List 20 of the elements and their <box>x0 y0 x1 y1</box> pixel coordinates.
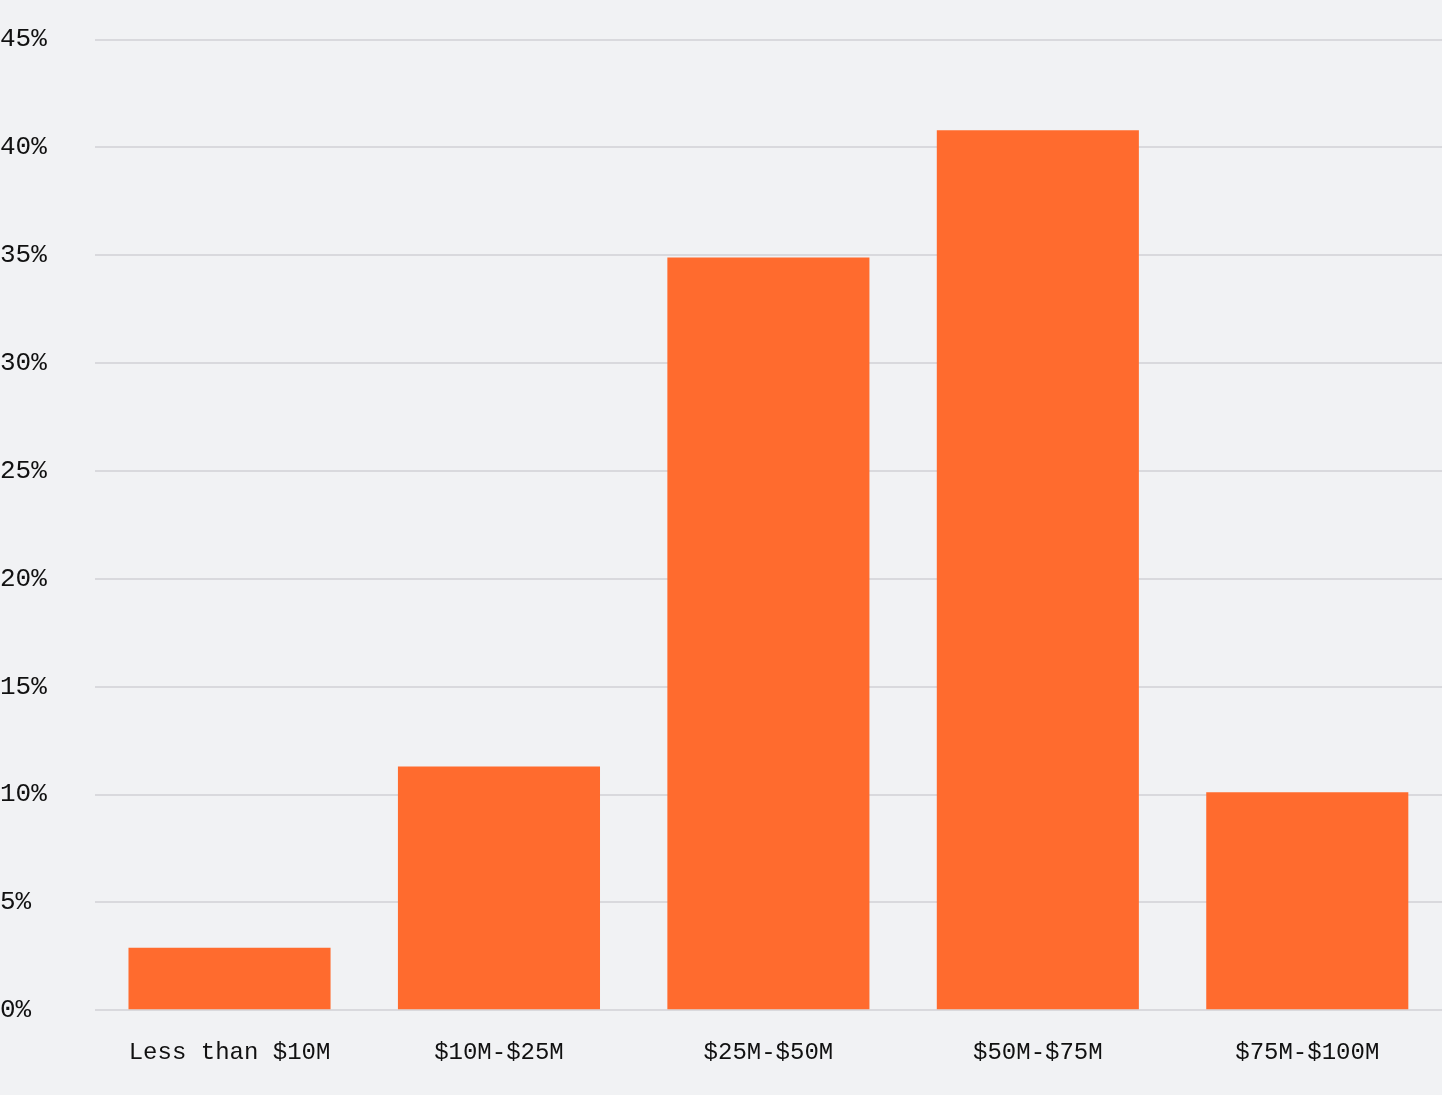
x-tick-label: $25M-$50M <box>703 1038 834 1066</box>
bar <box>667 257 870 1010</box>
y-tick-label: 15% <box>0 671 48 702</box>
bar <box>1206 792 1409 1010</box>
y-tick-label: 25% <box>0 455 48 486</box>
y-tick-label: 30% <box>0 348 48 379</box>
y-tick-label: 0% <box>0 995 32 1026</box>
y-tick-label: 5% <box>0 887 32 918</box>
x-tick-label: $10M-$25M <box>434 1038 564 1066</box>
bar <box>128 947 331 1010</box>
x-tick-label: $50M-$75M <box>973 1038 1103 1066</box>
y-tick-label: 35% <box>0 240 48 271</box>
bar <box>397 766 601 1010</box>
y-tick-label: 10% <box>0 779 48 810</box>
x-tick-label: Less than $10M <box>128 1038 331 1066</box>
y-tick-label: 40% <box>0 132 48 163</box>
x-tick-label: $75M-$100M <box>1235 1038 1380 1066</box>
y-tick-label: 20% <box>0 563 48 594</box>
bar <box>936 130 1139 1010</box>
y-tick-label: 45% <box>0 24 48 55</box>
